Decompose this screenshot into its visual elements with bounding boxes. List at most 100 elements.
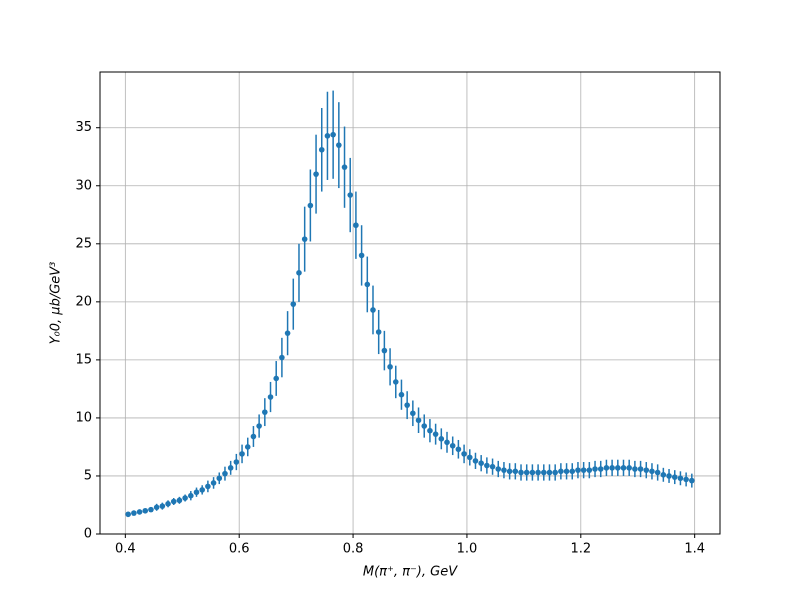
data-point <box>370 307 376 313</box>
data-point <box>210 480 217 486</box>
data-point <box>649 468 655 475</box>
data-point <box>489 463 496 470</box>
data-point <box>689 477 695 484</box>
data-point <box>580 467 587 473</box>
data-point <box>444 439 450 446</box>
x-tick-label: 1.4 <box>684 542 705 557</box>
data-point <box>239 451 245 457</box>
data-point <box>364 281 371 288</box>
data-point <box>170 498 177 505</box>
data-point <box>153 504 160 511</box>
data-point <box>597 466 604 472</box>
data-point <box>136 509 143 515</box>
y-tick-label: 30 <box>75 178 92 193</box>
x-tick-label: 1.0 <box>457 542 478 557</box>
data-point <box>165 501 171 507</box>
data-point <box>375 329 382 335</box>
data-point <box>495 466 502 472</box>
data-point <box>421 423 428 429</box>
x-axis-label: M(π⁺, π⁻), GeV <box>363 565 458 580</box>
data-point <box>290 301 297 307</box>
data-point <box>501 467 507 473</box>
data-point <box>484 462 490 469</box>
data-point <box>512 468 519 475</box>
data-point <box>216 475 223 482</box>
data-point <box>563 468 570 475</box>
data-point <box>358 252 365 259</box>
data-point <box>552 469 558 476</box>
data-point <box>284 330 291 336</box>
data-point <box>336 142 342 148</box>
data-point <box>256 423 262 429</box>
data-point <box>250 433 257 440</box>
data-point <box>620 465 627 471</box>
data-point <box>410 410 416 417</box>
data-point <box>176 497 183 504</box>
data-point <box>643 467 650 473</box>
x-tick-label: 1.2 <box>570 542 591 557</box>
data-point <box>415 417 422 424</box>
data-point <box>301 236 308 242</box>
data-point <box>353 222 359 229</box>
data-point <box>427 427 433 434</box>
data-point <box>540 469 547 476</box>
data-point <box>159 503 166 509</box>
data-point <box>455 446 462 453</box>
data-point <box>632 466 638 472</box>
data-point <box>677 475 684 482</box>
y-tick-label: 0 <box>84 527 92 542</box>
data-point <box>267 394 274 400</box>
data-point <box>609 465 615 471</box>
data-point <box>205 483 211 490</box>
data-point <box>438 436 445 442</box>
data-point <box>273 375 280 382</box>
y-tick-label: 20 <box>75 294 92 309</box>
data-point <box>461 451 467 457</box>
data-point <box>392 379 399 385</box>
data-point <box>478 460 484 466</box>
data-point <box>125 511 131 518</box>
data-point <box>296 270 302 276</box>
y-tick-label: 25 <box>75 236 92 251</box>
data-point <box>535 469 541 476</box>
data-point <box>660 471 667 478</box>
data-point <box>347 192 354 198</box>
y-tick-label: 35 <box>75 120 92 135</box>
data-point <box>148 506 154 513</box>
data-point <box>466 454 473 461</box>
data-point <box>529 469 536 476</box>
data-point <box>324 133 331 139</box>
data-point <box>449 442 456 449</box>
data-point <box>666 473 672 479</box>
data-point <box>615 465 621 471</box>
y-tick-label: 5 <box>84 468 92 483</box>
data-point <box>142 507 149 514</box>
data-point <box>387 364 393 370</box>
y-tick-label: 15 <box>75 352 92 367</box>
data-point <box>262 409 268 415</box>
y-tick-label: 10 <box>75 410 92 425</box>
data-point <box>575 467 581 473</box>
data-point <box>318 146 325 153</box>
data-point <box>193 489 200 496</box>
data-point <box>381 347 388 354</box>
data-point <box>432 431 439 437</box>
data-point <box>592 466 598 472</box>
data-point <box>233 459 240 465</box>
data-point <box>626 465 632 471</box>
data-point <box>341 164 348 170</box>
data-point <box>558 468 564 475</box>
data-point <box>330 131 336 138</box>
data-point <box>182 495 188 501</box>
data-point <box>603 465 610 471</box>
data-point <box>279 354 285 361</box>
data-point <box>227 465 234 471</box>
data-point <box>518 469 524 476</box>
data-point <box>586 467 593 473</box>
data-point <box>222 470 228 477</box>
x-tick-label: 0.6 <box>229 542 250 557</box>
data-point <box>637 466 644 472</box>
plot-frame <box>99 71 721 535</box>
data-point <box>569 468 576 475</box>
